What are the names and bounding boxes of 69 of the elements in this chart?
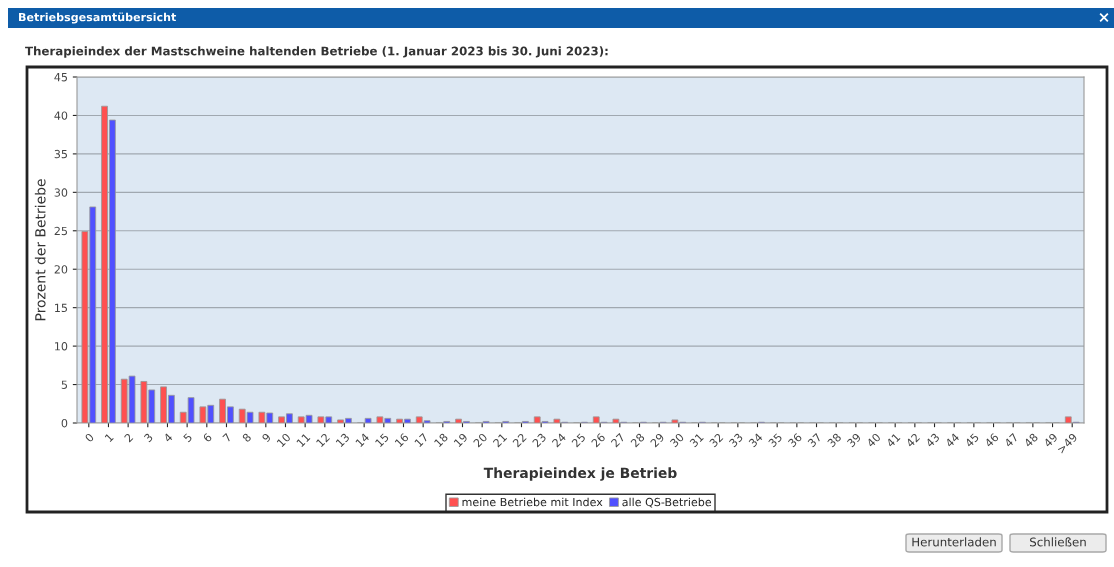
x-tick-label: 18	[433, 432, 449, 448]
x-tick-label: 27	[610, 432, 626, 448]
x-tick-label: 9	[261, 432, 272, 443]
x-tick-label: 37	[807, 432, 822, 448]
x-tick-label: 33	[728, 432, 744, 448]
x-tick-label: 31	[689, 432, 704, 448]
x-tick-label: 22	[512, 432, 527, 448]
x-tick-label: 35	[767, 432, 783, 448]
text: Schließen	[1030, 537, 1086, 547]
x-tick-label: 15	[374, 432, 390, 448]
x-tick-label: 24	[551, 432, 567, 448]
x-tick-label: 23	[531, 432, 547, 448]
x-tick-label: 11	[296, 433, 311, 448]
x-tick-label: 8	[241, 432, 252, 443]
y-tick-label: 45	[54, 73, 67, 82]
y-tick-label: 20	[54, 265, 68, 274]
legend-label: alle QS-Betriebe	[622, 497, 712, 508]
text: Herunterladen	[912, 537, 996, 547]
x-tick-label: 3	[143, 432, 154, 443]
x-tick-label: 48	[1023, 432, 1039, 448]
text: Betriebsgesamtübersicht	[19, 12, 177, 24]
x-tick-label: 46	[984, 432, 1000, 448]
x-tick-label: 30	[669, 432, 685, 448]
y-tick-label: 5	[61, 380, 67, 389]
y-tick-label: 30	[54, 188, 68, 197]
x-tick-label: 26	[590, 432, 606, 448]
y-tick-label: 15	[55, 303, 67, 313]
x-tick-label: 34	[748, 432, 764, 448]
x-tick-label: 7	[222, 432, 232, 443]
x-tick-label: 5	[182, 432, 193, 443]
chart-title: Therapieindex der Mastschweine haltenden Betriebe (1. Januar 2023 bis 30. Juni 2023):	[25, 46, 608, 58]
x-tick-label: 29	[649, 432, 665, 448]
y-tick-label: 35	[54, 149, 67, 159]
x-tick-label: 32	[708, 432, 724, 448]
x-tick-label: 36	[787, 432, 803, 448]
x-tick-label: 17	[414, 432, 429, 448]
x-tick-label: 47	[1003, 432, 1019, 448]
x-tick-label: 10	[276, 432, 292, 448]
x-tick-label: 20	[472, 432, 488, 448]
x-tick-label: 2	[123, 432, 134, 443]
y-tick-label: 10	[55, 342, 68, 351]
x-tick-label: 0	[84, 432, 95, 443]
x-tick-label: 21	[492, 432, 508, 448]
x-tick-label: 16	[394, 432, 410, 448]
x-tick-label: 28	[630, 432, 646, 448]
x-tick-label: 4	[163, 432, 173, 443]
x-tick-label: 1	[104, 433, 114, 443]
y-tick-label: 0	[61, 418, 68, 428]
x-tick-label: 12	[315, 432, 330, 448]
y-tick-label: 40	[54, 111, 68, 120]
text: ×	[1099, 12, 1109, 22]
x-tick-label: 39	[846, 432, 862, 448]
x-tick-label: 42	[905, 432, 921, 448]
x-tick-label: 45	[964, 432, 980, 448]
x-tick-label: 38	[826, 432, 842, 448]
x-tick-label: 14	[355, 432, 370, 448]
legend-label: meine Betriebe mit Index	[462, 497, 603, 507]
x-tick-label: 25	[571, 432, 586, 448]
x-tick-label: 49	[1043, 432, 1059, 448]
x-tick-label: 44	[944, 432, 960, 448]
x-tick-label: 43	[925, 432, 940, 448]
x-tick-label: 40	[866, 432, 882, 448]
x-tick-label: 19	[453, 432, 469, 448]
x-tick-label: 41	[885, 433, 901, 448]
y-tick-label: 25	[54, 226, 67, 236]
x-tick-label: 13	[335, 432, 350, 448]
x-axis-title: Therapieindex je Betrieb	[483, 467, 677, 481]
y-axis-title: Prozent der Betriebe	[34, 179, 46, 321]
x-tick-label: 6	[202, 432, 213, 443]
